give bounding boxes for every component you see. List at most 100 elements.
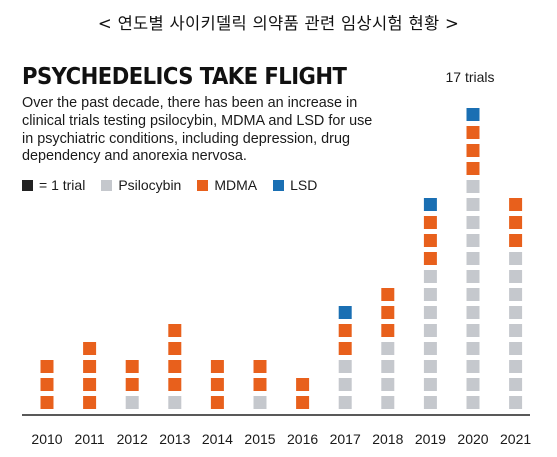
bar-square-psilocybin-2021 [509,342,523,355]
bar-square-psilocybin-2020 [466,180,480,193]
legend-item-psilocybin: Psilocybin [101,177,181,193]
bar-square-lsd-2017 [338,306,352,319]
bar-square-lsd-2019 [423,198,437,211]
bar-square-psilocybin-2019 [423,324,437,337]
bar-square-mdma-2019 [423,252,437,265]
bar-square-psilocybin-2020 [466,288,480,301]
bar-square-psilocybin-2020 [466,378,480,391]
x-tick-label-2020: 2020 [457,431,488,447]
bar-square-psilocybin-2020 [466,306,480,319]
chart-subtitle: Over the past decade, there has been an … [22,95,373,165]
legend-label-mdma: MDMA [214,177,258,193]
bar-square-mdma-2017 [338,324,352,337]
legend-label-lsd: LSD [290,177,318,193]
bar-square-psilocybin-2019 [423,396,437,409]
bar-square-psilocybin-2021 [509,378,523,391]
x-tick-label-2016: 2016 [287,431,318,447]
bar-square-psilocybin-2019 [423,270,437,283]
bar-square-mdma-2020 [466,126,480,139]
x-tick-label-2019: 2019 [415,431,446,447]
bar-square-psilocybin-2017 [338,378,352,391]
bar-square-mdma-2011 [83,396,97,409]
bar-square-mdma-2013 [168,378,182,391]
bar-square-psilocybin-2021 [509,360,523,373]
bar-square-mdma-2014 [210,396,224,409]
legend-swatch-psilocybin [101,179,113,191]
bar-square-mdma-2019 [423,234,437,247]
bar-square-mdma-2021 [509,198,523,211]
bar-square-mdma-2010 [40,378,54,391]
legend-swatch-lsd [273,179,285,191]
korean-title: < 연도별 사이키델릭 의약품 관련 임상시험 현황 > [97,14,460,33]
bar-square-psilocybin-2021 [509,396,523,409]
bar-square-psilocybin-2018 [381,342,395,355]
x-tick-label-2011: 2011 [75,431,105,447]
bar-square-psilocybin-2021 [509,324,523,337]
legend-item-lsd: LSD [273,177,317,193]
bar-square-psilocybin-2013 [168,396,182,409]
bar-square-mdma-2010 [40,360,54,373]
x-tick-label-2021: 2021 [500,431,531,447]
bar-square-mdma-2012 [125,378,139,391]
bar-square-psilocybin-2019 [423,306,437,319]
bar-square-mdma-2010 [40,396,54,409]
legend-item-unit: = 1 trial [22,177,85,193]
bar-square-psilocybin-2020 [466,324,480,337]
bar-square-psilocybin-2020 [466,234,480,247]
bar-square-mdma-2018 [381,288,395,301]
bar-square-psilocybin-2020 [466,342,480,355]
bar-square-mdma-2011 [83,378,97,391]
bar-square-mdma-2013 [168,324,182,337]
bar-square-mdma-2011 [83,342,97,355]
bar-square-mdma-2017 [338,342,352,355]
bar-square-psilocybin-2020 [466,216,480,229]
annotation-2020: 17 trials [445,69,495,85]
bar-square-mdma-2015 [253,378,267,391]
legend-label-psilocybin: Psilocybin [118,177,182,193]
bar-square-mdma-2013 [168,342,182,355]
bar-square-psilocybin-2019 [423,342,437,355]
bar-square-mdma-2018 [381,324,395,337]
bar-square-psilocybin-2020 [466,270,480,283]
bar-square-psilocybin-2018 [381,360,395,373]
bar-square-psilocybin-2019 [423,378,437,391]
bar-square-mdma-2011 [83,360,97,373]
bar-square-mdma-2015 [253,360,267,373]
x-axis-ticks: 2010 2011 2012 2013 2014 2015 2016 2017 2018 2019… [31,431,531,447]
legend-swatch-unit [22,179,33,191]
bar-square-psilocybin-2020 [466,360,480,373]
bar-square-psilocybin-2021 [509,270,523,283]
bar-square-psilocybin-2021 [509,288,523,301]
x-tick-label-2018: 2018 [372,431,403,447]
bar-squares [40,108,523,409]
bar-square-mdma-2020 [466,162,480,175]
bar-square-psilocybin-2018 [381,396,395,409]
x-tick-label-2017: 2017 [330,431,361,447]
legend-label-unit: = 1 trial [39,177,86,193]
x-tick-label-2015: 2015 [244,431,275,447]
legend-item-mdma: MDMA [197,177,257,193]
bar-square-psilocybin-2017 [338,396,352,409]
bar-square-mdma-2019 [423,216,437,229]
legend: = 1 trial Psilocybin MDMA LSD [22,177,333,193]
bar-square-mdma-2021 [509,216,523,229]
bar-square-psilocybin-2015 [253,396,267,409]
bar-square-mdma-2016 [296,378,310,391]
x-tick-label-2013: 2013 [159,431,190,447]
bar-square-psilocybin-2021 [509,252,523,265]
bar-square-mdma-2018 [381,306,395,319]
bar-square-psilocybin-2020 [466,252,480,265]
x-tick-label-2014: 2014 [202,431,233,447]
bar-square-psilocybin-2012 [125,396,139,409]
legend-swatch-mdma [197,179,209,191]
chart-title: PSYCHEDELICS TAKE FLIGHT [22,64,347,90]
bar-square-psilocybin-2019 [423,360,437,373]
bar-square-mdma-2016 [296,396,310,409]
bar-square-mdma-2014 [210,360,224,373]
bar-square-mdma-2021 [509,234,523,247]
x-tick-label-2012: 2012 [117,431,148,447]
bar-square-psilocybin-2021 [509,306,523,319]
bar-square-mdma-2020 [466,144,480,157]
bar-square-mdma-2014 [210,378,224,391]
